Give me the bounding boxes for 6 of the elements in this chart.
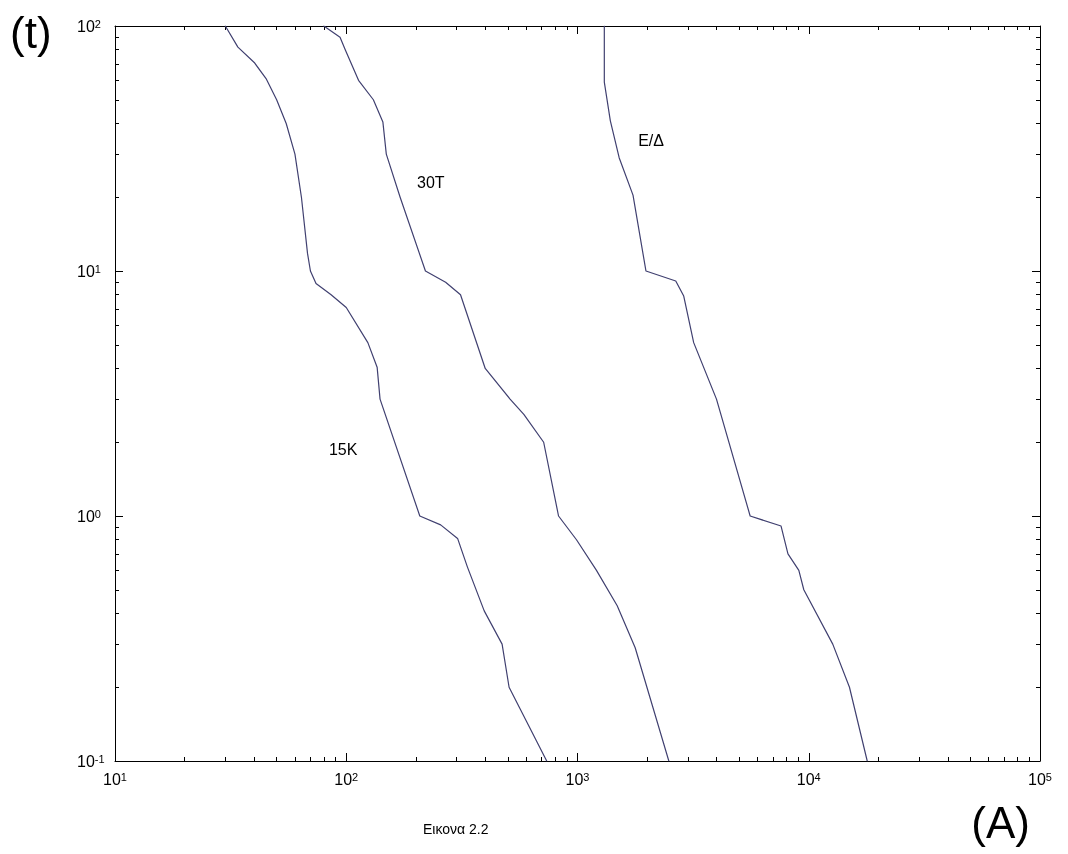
series-label: E/Δ [638, 132, 665, 150]
x-axis-title: (A) [971, 797, 1030, 847]
series-label: 30T [416, 173, 445, 191]
text: 15K [328, 441, 358, 459]
text: Εικονα 2.2 [423, 821, 489, 837]
y-axis-title: (t) [10, 7, 52, 57]
